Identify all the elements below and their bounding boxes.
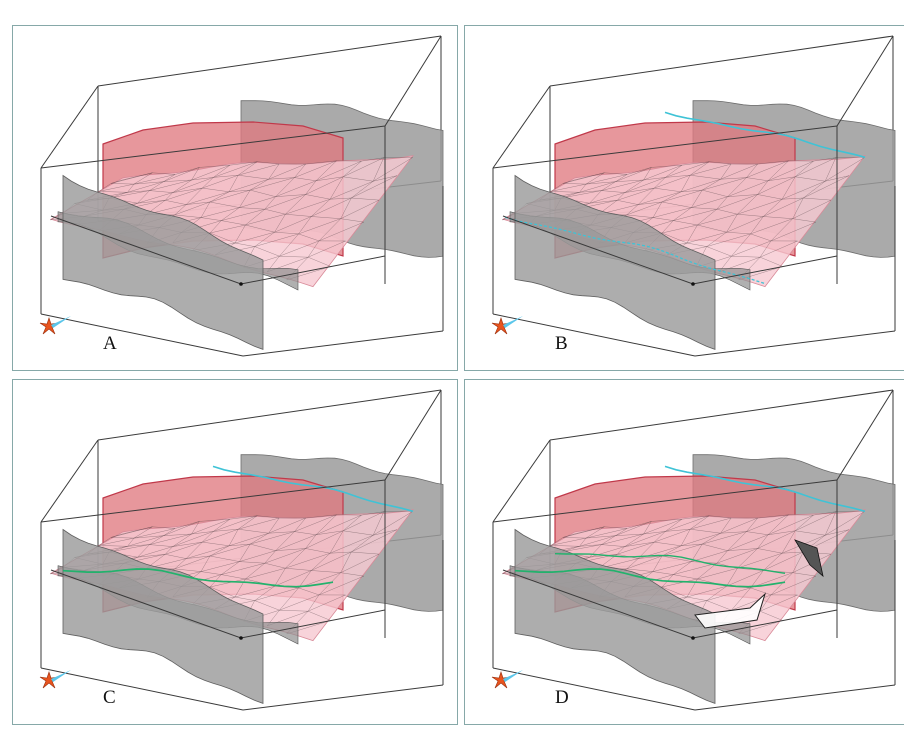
box-edge-back-top xyxy=(97,389,442,441)
compass-icon xyxy=(491,670,523,689)
panel-a-figure xyxy=(39,35,444,357)
gray-fault-front xyxy=(514,174,716,350)
panel-b: B xyxy=(464,25,904,371)
box-edge-top-left-link xyxy=(40,439,99,523)
box-edge-top-left-link xyxy=(40,85,99,169)
box-edge-top-right-link xyxy=(836,389,894,481)
trace-cyan-back xyxy=(664,465,866,513)
fault-gap xyxy=(694,592,767,629)
box-edge-right-bottom xyxy=(242,684,444,711)
box-edge-right-bottom xyxy=(694,330,896,357)
trace-green-front xyxy=(62,568,334,588)
panel-d: D xyxy=(464,379,904,725)
box-edge-back-top xyxy=(97,35,442,87)
compass-needle xyxy=(503,670,523,682)
panel-d-label: D xyxy=(555,687,569,708)
box-edge-back-top xyxy=(549,389,894,441)
box-edge-front-bottom xyxy=(492,667,696,711)
compass-icon xyxy=(39,670,71,689)
gray-fault-front xyxy=(62,174,264,350)
gray-fault-front xyxy=(62,528,264,704)
box-edge-front-bottom xyxy=(40,667,244,711)
panel-a-label: A xyxy=(103,333,117,354)
trace-cyan-back xyxy=(212,465,414,513)
box-edge-front-bottom xyxy=(40,313,244,357)
box-edge-front-top xyxy=(40,479,386,523)
box-edge-top-right-link xyxy=(836,35,894,127)
box-corner-dot xyxy=(691,636,695,640)
compass-needle xyxy=(51,670,71,682)
box-corner-dot xyxy=(691,282,695,286)
box-edge-front-top xyxy=(492,479,838,523)
trace-green-front xyxy=(514,568,786,588)
box-corner-dot xyxy=(239,282,243,286)
box-edge-front-top xyxy=(492,125,838,169)
panel-a: A xyxy=(12,25,458,371)
panel-c-figure xyxy=(39,389,444,711)
panel-c: C xyxy=(12,379,458,725)
fault-tip xyxy=(794,539,824,578)
panel-b-figure xyxy=(491,35,896,357)
trace-cyan-back xyxy=(664,111,866,159)
compass-needle xyxy=(51,316,71,328)
box-edge-front-bottom xyxy=(492,313,696,357)
compass-icon xyxy=(491,316,523,335)
box-edge-top-right-link xyxy=(384,35,442,127)
box-edge-right-bottom xyxy=(694,684,896,711)
panel-c-label: C xyxy=(103,687,116,708)
panel-d-figure xyxy=(491,389,896,711)
box-edge-back-top xyxy=(549,35,894,87)
compass-icon xyxy=(39,316,71,335)
compass-needle xyxy=(503,316,523,328)
box-edge-top-left-link xyxy=(492,85,551,169)
box-edge-top-right-link xyxy=(384,389,442,481)
box-corner-dot xyxy=(239,636,243,640)
trace-cyan-front xyxy=(504,216,766,285)
box-edge-front-top xyxy=(40,125,386,169)
trace-green-inner xyxy=(554,553,786,574)
gray-fault-front xyxy=(514,528,716,704)
box-edge-right-bottom xyxy=(242,330,444,357)
panel-b-label: B xyxy=(555,333,568,354)
box-edge-top-left-link xyxy=(492,439,551,523)
